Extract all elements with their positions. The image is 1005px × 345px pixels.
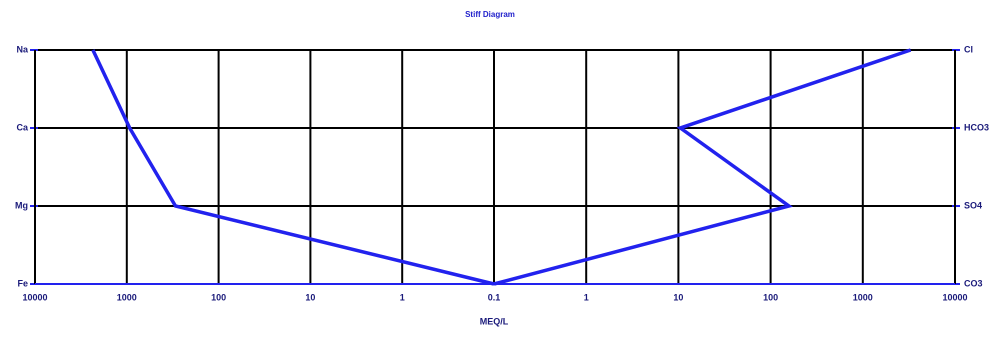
- series-line: [91, 49, 495, 286]
- x-tick-label: 1000: [853, 292, 873, 302]
- x-tick-label: 10000: [22, 292, 47, 302]
- left-label: Fe: [17, 278, 28, 288]
- x-tick-label: 0.1: [488, 292, 501, 302]
- x-tick-label: 100: [211, 292, 226, 302]
- chart-title: Stiff Diagram: [465, 10, 515, 19]
- right-label: HCO3: [964, 122, 989, 132]
- left-label: Mg: [15, 200, 28, 210]
- x-tick-label: 10: [673, 292, 683, 302]
- right-label: SO4: [964, 200, 982, 210]
- right-label: Cl: [964, 44, 973, 54]
- right-label: CO3: [964, 278, 983, 288]
- x-tick-label: 10000: [942, 292, 967, 302]
- x-tick-label: 1000: [117, 292, 137, 302]
- left-label: Na: [16, 44, 28, 54]
- x-tick-label: 10: [305, 292, 315, 302]
- series-line: [493, 48, 912, 286]
- x-axis-label: MEQ/L: [480, 316, 509, 326]
- x-tick-label: 1: [400, 292, 405, 302]
- x-tick-label: 100: [763, 292, 778, 302]
- left-label: Ca: [16, 122, 28, 132]
- x-tick-label: 1: [584, 292, 589, 302]
